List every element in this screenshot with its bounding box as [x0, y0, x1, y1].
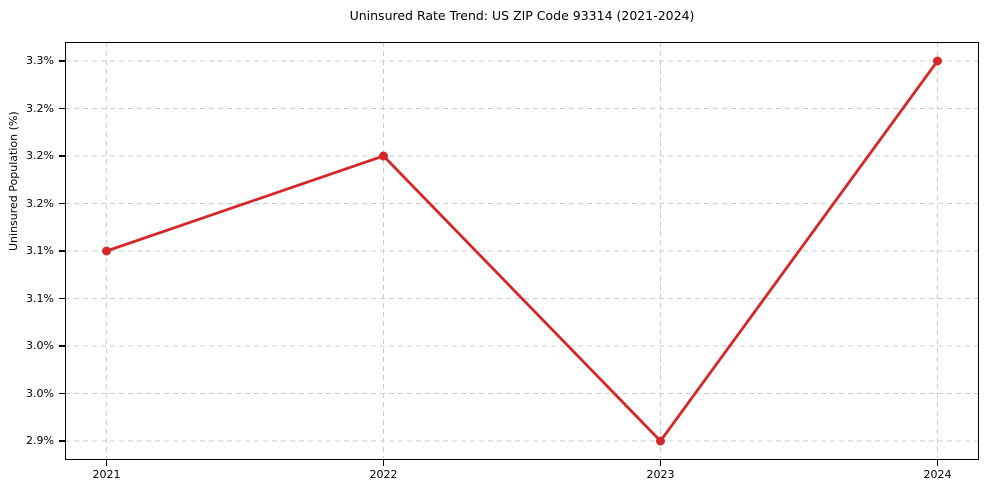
- x-tick-mark: [105, 460, 108, 466]
- y-tick-label: 3.0%: [26, 386, 54, 400]
- y-tick-label: 3.0%: [26, 339, 54, 352]
- x-tick-label: 2022: [369, 468, 398, 481]
- data-point: [655, 436, 665, 446]
- trend-line: [105, 59, 939, 443]
- y-tick-mark: [59, 250, 65, 252]
- data-point: [102, 246, 112, 256]
- y-tick-mark: [59, 440, 65, 442]
- y-tick-label: 3.3%: [26, 54, 54, 67]
- y-tick-label: 3.2%: [26, 149, 54, 162]
- y-tick-mark: [59, 155, 65, 157]
- y-tick-mark: [59, 297, 65, 300]
- data-point: [932, 56, 942, 66]
- y-tick-label: 3.2%: [26, 101, 54, 115]
- y-tick-mark: [59, 345, 65, 347]
- x-tick-mark: [936, 460, 939, 466]
- x-tick-mark: [659, 460, 662, 466]
- y-tick-label: 2.9%: [26, 434, 54, 447]
- y-tick-label: 3.1%: [26, 291, 54, 305]
- y-tick-label: 3.1%: [26, 244, 54, 257]
- y-tick-label: 3.2%: [26, 196, 54, 210]
- x-tick-mark: [382, 460, 385, 466]
- y-tick-mark: [59, 107, 65, 110]
- x-tick-label: 2023: [646, 468, 675, 481]
- plot-canvas: [65, 42, 979, 460]
- y-tick-mark: [59, 392, 65, 395]
- y-tick-mark: [59, 60, 65, 62]
- y-tick-mark: [59, 202, 65, 205]
- x-tick-label: 2021: [92, 468, 121, 481]
- chart-title: Uninsured Rate Trend: US ZIP Code 93314 …: [349, 8, 695, 23]
- plot-area: [65, 42, 979, 460]
- data-point: [379, 151, 389, 161]
- x-tick-label: 2024: [923, 468, 952, 481]
